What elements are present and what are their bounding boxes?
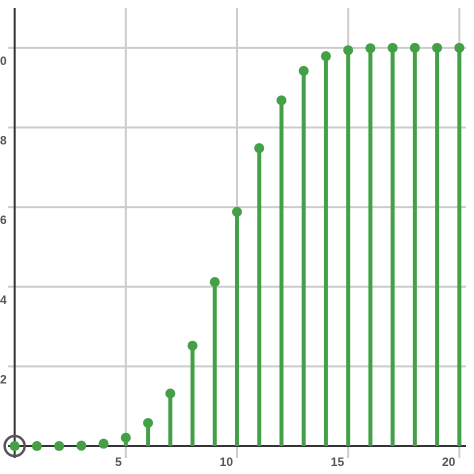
origin-marker [3,434,26,458]
stem-point [320,51,331,62]
stem-point [343,45,354,56]
origin-ring [3,434,26,458]
stem-point [454,42,465,53]
stem-point [187,340,198,351]
x-tick-label: 20 [442,455,456,469]
stem-point [298,65,309,76]
stem-point [387,42,398,53]
stem-point [365,43,376,54]
stem-point [165,388,176,399]
tick-labels: 5 10 15 20 0.2 0.4 0.6 0.8 1.0 [0,54,456,469]
stem-point [76,440,87,451]
x-tick-label: 15 [331,455,345,469]
y-tick-label: 0.6 [0,213,7,227]
y-tick-label: 0.2 [0,372,7,386]
stem-point [143,417,154,428]
y-tick-label: 0.8 [0,133,7,147]
stem-point [98,438,109,449]
stem-point [432,42,443,53]
stem-series [9,42,465,452]
stem-point [254,143,265,154]
stem-point [120,432,131,443]
x-tick-label: 10 [220,455,234,469]
stem-point [31,441,42,452]
stem-point [232,206,242,217]
y-tick-label: 1.0 [0,54,7,68]
stem-point [54,441,65,452]
stem-point [409,42,420,53]
stem-point [276,95,287,106]
x-tick-label: 5 [115,455,122,469]
stem-point [209,276,220,287]
stem-point [9,441,20,452]
y-tick-label: 0.4 [0,293,7,307]
